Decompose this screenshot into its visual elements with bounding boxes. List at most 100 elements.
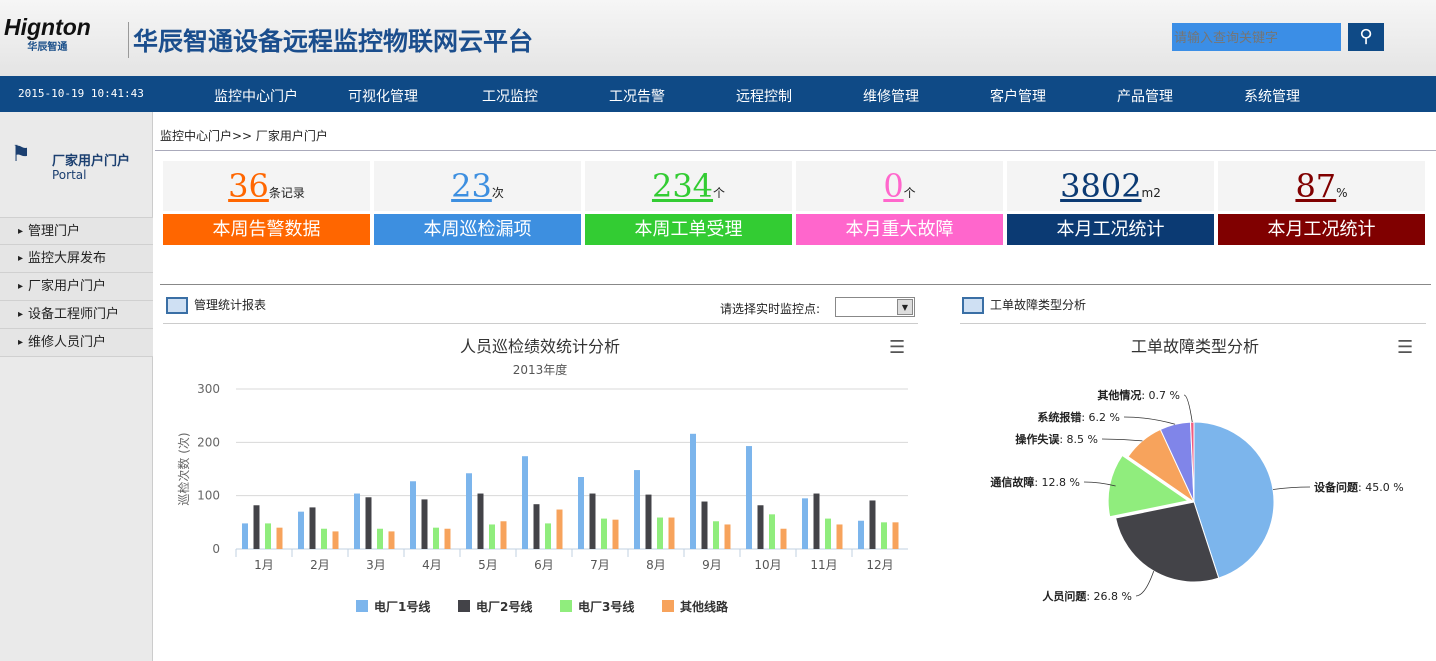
nav-item[interactable]: 系统管理 — [1244, 89, 1300, 105]
pie-slice[interactable] — [1193, 421, 1275, 579]
stat-card[interactable]: 23次 本周巡检漏项 — [374, 161, 581, 245]
nav-item[interactable]: 工况告警 — [609, 89, 665, 105]
bar[interactable] — [858, 520, 864, 549]
monitor-point-select[interactable]: ▼ — [835, 297, 915, 317]
bar[interactable] — [668, 517, 675, 549]
bar[interactable] — [724, 524, 731, 549]
stat-card[interactable]: 234个 本周工单受理 — [585, 161, 792, 245]
divider — [163, 323, 918, 324]
chart-title: 人员巡检绩效统计分析 — [460, 337, 620, 356]
pie-slice[interactable] — [1115, 501, 1220, 583]
bar[interactable] — [813, 493, 820, 549]
bar[interactable] — [410, 481, 416, 549]
nav-item[interactable]: 维修管理 — [863, 89, 919, 105]
sidebar-item[interactable]: 设备工程师门户 — [0, 301, 153, 329]
sidebar-item[interactable]: 厂家用户门户 — [0, 273, 153, 301]
nav-item[interactable]: 产品管理 — [1117, 89, 1173, 105]
bar[interactable] — [825, 518, 831, 549]
bar[interactable] — [780, 528, 787, 549]
legend-item[interactable]: 电厂2号线 — [476, 599, 532, 614]
stat-card[interactable]: 0个 本月重大故障 — [796, 161, 1003, 245]
bar[interactable] — [746, 446, 752, 549]
stat-card[interactable]: 36条记录 本周告警数据 — [163, 161, 370, 245]
data-label: 通信故障: 12.8 % — [990, 475, 1080, 489]
bar[interactable] — [881, 522, 887, 549]
stat-label: 本周告警数据 — [163, 214, 370, 245]
x-tick-label: 10月 — [754, 558, 781, 572]
bar[interactable] — [802, 498, 808, 549]
bar[interactable] — [657, 517, 663, 549]
datetime: 2015-10-19 10:41:43 — [18, 87, 144, 100]
bar[interactable] — [433, 527, 439, 549]
stat-card[interactable]: 87% 本月工况统计 — [1218, 161, 1425, 245]
bar[interactable] — [500, 521, 507, 549]
stat-card[interactable]: 3802m2 本月工况统计 — [1007, 161, 1214, 245]
bar[interactable] — [713, 521, 719, 549]
stat-value[interactable]: 23 — [451, 167, 492, 205]
stat-value-area: 3802m2 — [1007, 161, 1214, 211]
bar[interactable] — [377, 528, 383, 549]
bar[interactable] — [444, 528, 451, 549]
y-tick-label: 300 — [197, 382, 220, 396]
bar[interactable] — [489, 524, 495, 549]
bar[interactable] — [265, 523, 271, 549]
stat-value[interactable]: 234 — [651, 167, 714, 205]
search-button[interactable]: ⚲ — [1348, 23, 1384, 51]
nav-item[interactable]: 工况监控 — [482, 89, 538, 105]
bar[interactable] — [466, 473, 472, 549]
panel-left-header: 管理统计报表 — [166, 296, 266, 314]
chevron-down-icon: ▼ — [897, 299, 913, 315]
bar[interactable] — [601, 518, 607, 549]
bar[interactable] — [365, 497, 372, 549]
connector — [1083, 481, 1116, 487]
bar[interactable] — [388, 531, 395, 549]
stat-value[interactable]: 0 — [883, 167, 904, 205]
bar[interactable] — [298, 511, 304, 549]
sidebar-item[interactable]: 维修人员门户 — [0, 329, 153, 357]
bar[interactable] — [354, 493, 360, 549]
bar[interactable] — [242, 523, 248, 549]
stat-value[interactable]: 36 — [228, 167, 269, 205]
bar[interactable] — [769, 514, 775, 549]
bar[interactable] — [634, 470, 640, 549]
bar[interactable] — [869, 500, 876, 549]
chart-menu-icon[interactable]: ☰ — [889, 337, 906, 358]
bar[interactable] — [757, 505, 764, 549]
nav-item[interactable]: 监控中心门户 — [214, 89, 298, 105]
pie-slice[interactable] — [1189, 421, 1195, 503]
bar[interactable] — [892, 522, 899, 549]
bar[interactable] — [276, 527, 283, 549]
bar[interactable] — [690, 433, 696, 549]
bar[interactable] — [522, 456, 528, 549]
legend-item[interactable]: 电厂3号线 — [578, 599, 634, 614]
header: Hignton 华辰智通 华辰智通设备远程监控物联网云平台 ⚲ — [0, 0, 1436, 76]
stat-value[interactable]: 87 — [1295, 167, 1337, 205]
legend-item[interactable]: 电厂1号线 — [374, 599, 430, 614]
bar[interactable] — [578, 477, 584, 549]
sidebar-item[interactable]: 管理门户 — [0, 217, 153, 246]
legend-item[interactable]: 其他线路 — [680, 599, 729, 614]
x-tick-label: 1月 — [254, 558, 274, 572]
nav-item[interactable]: 客户管理 — [990, 89, 1046, 105]
bar[interactable] — [556, 509, 563, 549]
bar[interactable] — [612, 519, 619, 549]
bar[interactable] — [421, 499, 428, 549]
bar[interactable] — [836, 524, 843, 549]
stat-value[interactable]: 3802 — [1060, 167, 1142, 205]
nav-item[interactable]: 远程控制 — [736, 89, 792, 105]
sidebar-item[interactable]: 监控大屏发布 — [0, 245, 153, 273]
bar[interactable] — [533, 504, 540, 549]
bar[interactable] — [589, 493, 596, 549]
bar[interactable] — [701, 501, 708, 549]
nav-item[interactable]: 可视化管理 — [348, 89, 418, 105]
bar[interactable] — [309, 507, 316, 549]
logo-subtext: 华辰智通 — [27, 42, 68, 53]
bar[interactable] — [321, 528, 327, 549]
bar[interactable] — [477, 493, 484, 549]
chart-menu-icon[interactable]: ☰ — [1397, 337, 1414, 358]
bar[interactable] — [332, 531, 339, 549]
bar[interactable] — [253, 505, 260, 549]
bar[interactable] — [645, 494, 652, 549]
bar[interactable] — [545, 523, 551, 549]
search-input[interactable] — [1172, 23, 1341, 51]
